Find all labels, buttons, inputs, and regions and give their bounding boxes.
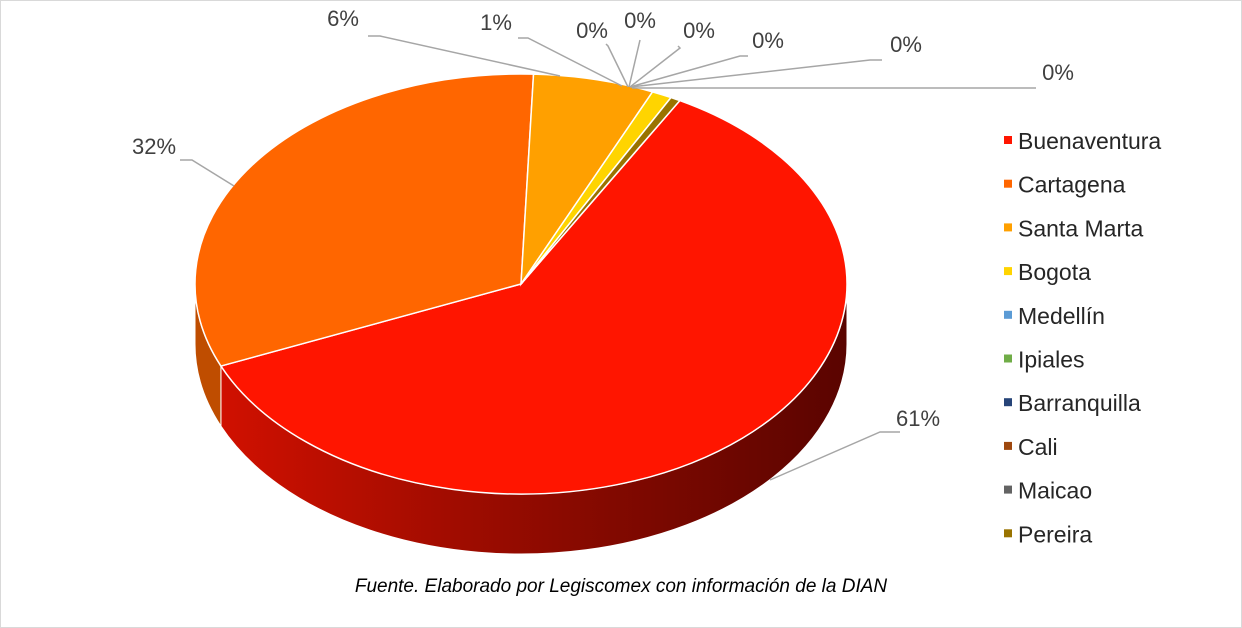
legend-label-bogota: Bogota bbox=[1018, 259, 1091, 285]
leader-line-santa-marta bbox=[368, 35, 561, 77]
pie-slice-cartagena bbox=[194, 73, 535, 367]
legend-label-pereira: Pereira bbox=[1018, 521, 1092, 547]
pie-slice-santa-marta bbox=[520, 73, 654, 287]
data-label-buenaventura: 61% bbox=[896, 406, 940, 431]
legend-marker-barranquilla bbox=[1004, 398, 1012, 407]
leader-line-buenaventura bbox=[769, 431, 900, 481]
legend-label-medellin: Medellín bbox=[1018, 303, 1105, 329]
leader-line-bogota bbox=[518, 37, 623, 87]
legend-marker-medellin bbox=[1004, 310, 1012, 319]
data-label-pereira: 0% bbox=[1042, 60, 1074, 85]
legend-marker-bogota bbox=[1004, 267, 1012, 276]
leader-line-ipiales bbox=[628, 39, 641, 88]
legend-label-barranquilla: Barranquilla bbox=[1018, 390, 1141, 416]
legend-marker-santa-marta bbox=[1004, 223, 1012, 232]
legend-label-buenaventura: Buenaventura bbox=[1018, 128, 1161, 154]
legend-marker-cartagena bbox=[1004, 179, 1012, 188]
legend-label-santa-marta: Santa Marta bbox=[1018, 215, 1143, 241]
data-label-barranquilla: 0% bbox=[683, 18, 715, 43]
leader-line-cali bbox=[629, 55, 748, 88]
legend-label-cali: Cali bbox=[1018, 434, 1058, 460]
data-label-cali: 0% bbox=[752, 28, 784, 53]
pie-slice-pereira bbox=[520, 96, 682, 285]
legend-marker-pereira bbox=[1004, 529, 1012, 538]
legend-marker-buenaventura bbox=[1004, 136, 1012, 144]
data-label-bogota: 1% bbox=[480, 10, 512, 35]
leader-line-barranquilla bbox=[629, 45, 682, 88]
legend: Buenaventura Cartagena Santa Marta Bogota Me… bbox=[1004, 128, 1161, 547]
data-label-medellin: 0% bbox=[576, 18, 608, 43]
leader-line-cartagena bbox=[180, 159, 235, 187]
legend-marker-cali bbox=[1004, 441, 1012, 450]
legend-label-ipiales: Ipiales bbox=[1018, 347, 1084, 373]
legend-label-cartagena: Cartagena bbox=[1018, 172, 1126, 198]
data-label-cartagena: 32% bbox=[132, 134, 176, 159]
pie-slice-buenaventura bbox=[219, 96, 848, 495]
leader-line-maicao bbox=[630, 59, 882, 88]
legend-marker-maicao bbox=[1004, 485, 1012, 494]
legend-label-maicao: Maicao bbox=[1018, 478, 1092, 504]
legend-marker-ipiales bbox=[1004, 354, 1012, 363]
source-note: Fuente. Elaborado por Legiscomex con inf… bbox=[354, 576, 888, 597]
data-label-santa-marta: 6% bbox=[327, 6, 359, 31]
data-label-maicao: 0% bbox=[890, 32, 922, 57]
data-label-ipiales: 0% bbox=[624, 8, 656, 33]
leader-line-medellin bbox=[605, 43, 629, 88]
